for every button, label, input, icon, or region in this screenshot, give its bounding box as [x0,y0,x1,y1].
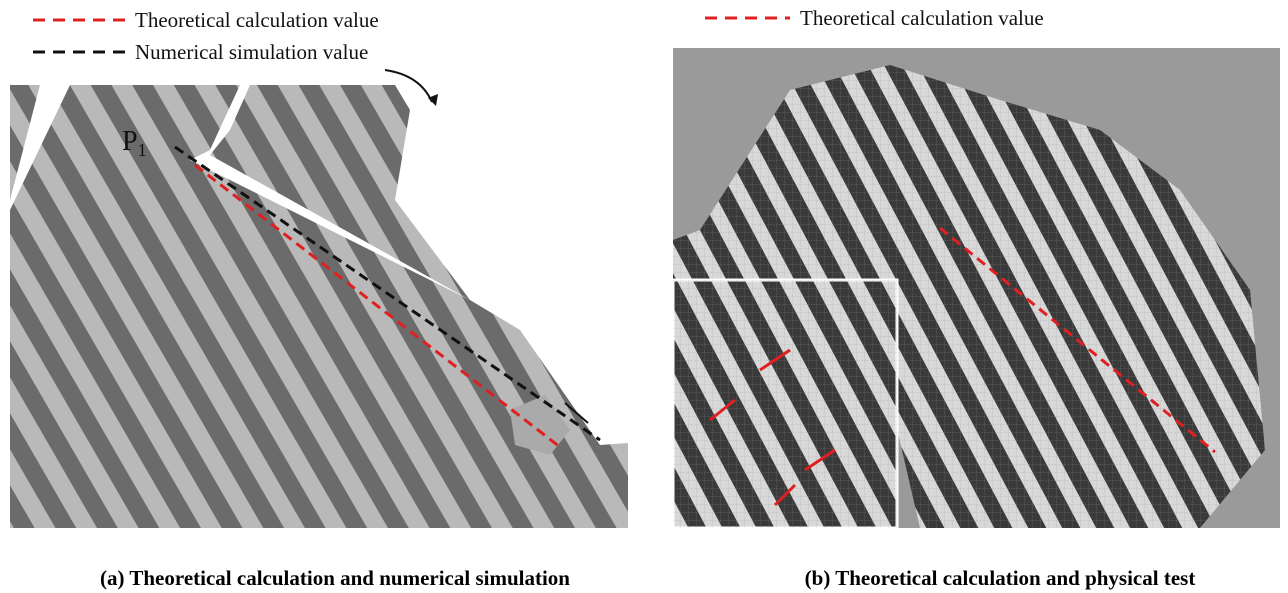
legend-label: Theoretical calculation value [800,6,1044,30]
panel-b [673,48,1280,528]
point-label-sub: 1 [138,140,147,160]
inset-grid [673,280,897,528]
legend-label: Theoretical calculation value [135,8,379,32]
legend-label: Numerical simulation value [135,40,368,64]
caption: (b) Theoretical calculation and physical… [805,566,1196,590]
point-label-main: P [122,126,138,157]
panel-a: P1 [10,70,628,528]
figure: Theoretical calculation value Numerical … [0,0,1288,593]
caption: (a) Theoretical calculation and numerica… [100,566,570,590]
